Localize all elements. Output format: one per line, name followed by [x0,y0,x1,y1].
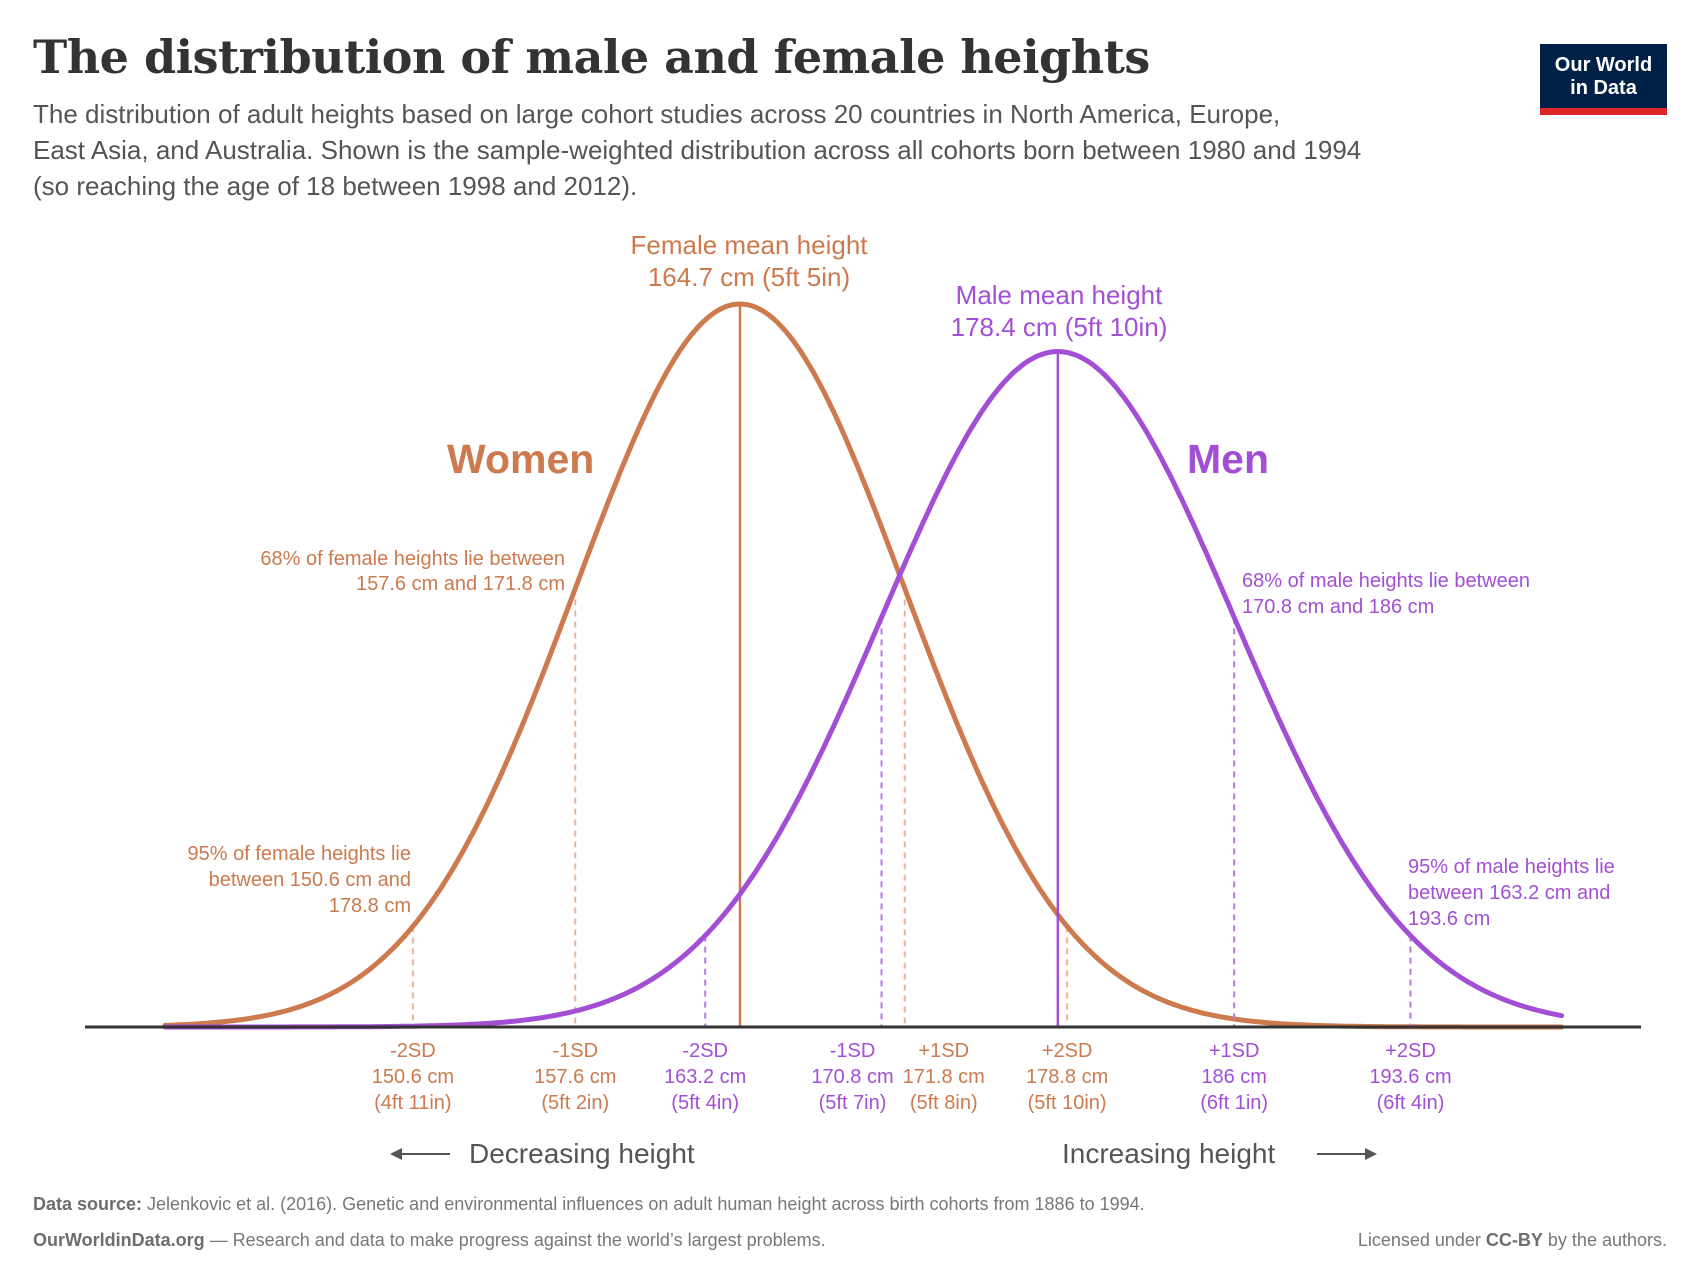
tick-cm: 178.8 cm [1026,1066,1108,1088]
tick-cm: 150.6 cm [372,1066,454,1088]
male-68-annotation: 68% of male heights lie between [1242,570,1530,592]
license-link[interactable]: CC-BY [1485,1230,1543,1250]
decreasing-height-label: Decreasing height [469,1138,695,1169]
tick-sd: +2SD [1042,1040,1093,1062]
chart-subtitle: The distribution of adult heights based … [33,96,1573,204]
women-tick-label: +1SD 171.8 cm (5ft 8in) [903,1040,985,1114]
source-label: Data source: [33,1194,143,1214]
tick-cm: 157.6 cm [534,1066,616,1088]
male-95-annotation: 95% of male heights lie [1408,856,1615,878]
male-mean-value: 178.4 cm (5ft 10in) [951,312,1168,342]
tick-cm: 193.6 cm [1369,1066,1451,1088]
chart-title: The distribution of male and female heig… [33,30,1150,84]
arrow-right-icon [1317,1148,1377,1160]
tick-sd: +1SD [1209,1040,1260,1062]
men-series-label: Men [1187,436,1269,482]
men-distribution-curve [162,349,1565,1030]
men-tick-label: -1SD 170.8 cm (5ft 7in) [811,1040,893,1114]
tick-sd: +2SD [1385,1040,1436,1062]
footer-tagline: OurWorldinData.org — Research and data t… [33,1230,826,1251]
women-tick-label: +2SD 178.8 cm (5ft 10in) [1026,1040,1108,1114]
tick-imperial: (6ft 4in) [1377,1092,1445,1114]
tick-imperial: (4ft 11in) [374,1092,451,1114]
source-text: Jelenkovic et al. (2016). Genetic and en… [142,1194,1145,1214]
female-95-annotation: between 150.6 cm and [209,869,411,891]
male-95-annotation: 193.6 cm [1408,908,1490,930]
tick-sd: -2SD [682,1040,728,1062]
arrow-left-icon [390,1148,450,1160]
men-tick-label: -2SD 163.2 cm (5ft 4in) [664,1040,746,1114]
male-mean-label: Male mean height [956,280,1163,310]
license-text: Licensed under [1357,1230,1486,1250]
men-tick-label: +1SD 186 cm (6ft 1in) [1200,1040,1268,1114]
male-95-annotation: between 163.2 cm and [1408,882,1610,904]
tick-imperial: (5ft 7in) [819,1092,887,1114]
women-tick-label: -2SD 150.6 cm (4ft 11in) [372,1040,454,1114]
women-tick-label: -1SD 157.6 cm (5ft 2in) [534,1040,616,1114]
female-68-annotation: 68% of female heights lie between [260,548,565,570]
license: Licensed under CC-BY by the authors. [1358,1230,1667,1251]
subtitle-line: (so reaching the age of 18 between 1998 … [33,171,638,201]
tick-imperial: (5ft 8in) [910,1092,978,1114]
male-68-annotation: 170.8 cm and 186 cm [1242,596,1434,618]
female-95-annotation: 178.8 cm [329,895,411,917]
tick-sd: -2SD [390,1040,436,1062]
site-link[interactable]: OurWorldinData.org [33,1230,205,1250]
tick-sd: -1SD [830,1040,876,1062]
tick-sd: -1SD [552,1040,598,1062]
female-mean-value: 164.7 cm (5ft 5in) [648,262,850,292]
tick-cm: 186 cm [1201,1066,1267,1088]
data-source: Data source: Jelenkovic et al. (2016). G… [33,1194,1145,1215]
tick-cm: 163.2 cm [664,1066,746,1088]
female-95-annotation: 95% of female heights lie [188,843,411,865]
women-series-label: Women [447,436,594,482]
female-68-annotation: 157.6 cm and 171.8 cm [356,573,565,595]
tick-imperial: (5ft 2in) [541,1092,609,1114]
tick-cm: 171.8 cm [903,1066,985,1088]
tick-sd: +1SD [918,1040,969,1062]
logo-line: in Data [1570,77,1637,99]
increasing-height-label: Increasing height [1062,1138,1275,1169]
tagline: — Research and data to make progress aga… [204,1230,826,1250]
tick-imperial: (5ft 10in) [1028,1092,1107,1114]
license-text: by the authors. [1542,1230,1667,1250]
tick-imperial: (5ft 4in) [671,1092,739,1114]
subtitle-line: The distribution of adult heights based … [33,99,1281,129]
owid-logo[interactable]: Our World in Data [1540,44,1667,115]
tick-imperial: (6ft 1in) [1200,1092,1268,1114]
subtitle-line: East Asia, and Australia. Shown is the s… [33,135,1362,165]
logo-line: Our World [1554,54,1653,76]
tick-cm: 170.8 cm [811,1066,893,1088]
men-tick-label: +2SD 193.6 cm (6ft 4in) [1369,1040,1451,1114]
female-mean-label: Female mean height [630,230,868,260]
